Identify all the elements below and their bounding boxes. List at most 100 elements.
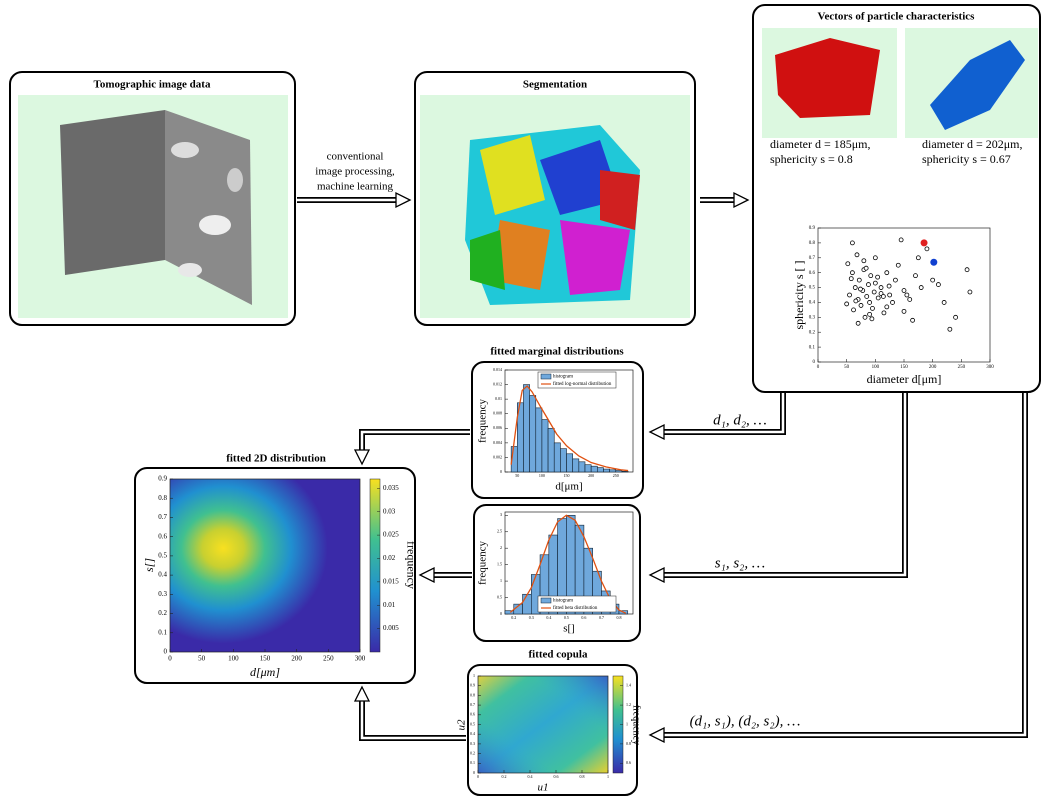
arrow-shaft	[362, 432, 470, 450]
scatter-point	[908, 297, 912, 301]
scatter-point	[857, 278, 861, 282]
scatter-point	[858, 287, 862, 291]
scatter-point	[905, 293, 909, 297]
y-tick-label: 0.002	[493, 454, 502, 459]
scatter-point	[845, 302, 849, 306]
x-tick-label: 0.5	[564, 615, 569, 620]
histogram-bar	[536, 408, 542, 472]
y-tick-label: 0	[500, 611, 502, 616]
y-tick-label: 0.1	[809, 345, 816, 350]
scatter-point	[850, 241, 854, 245]
scatter-point	[896, 263, 900, 267]
y-tick-label: 1	[473, 673, 475, 678]
arrow-head	[420, 568, 434, 582]
histogram-bar	[597, 468, 603, 472]
scatter-point	[893, 278, 897, 282]
colorbar-tick-label: 0.005	[383, 624, 399, 632]
diagram: Tomographic image dataSegmentationVector…	[0, 0, 1048, 803]
legend-label: histogram	[553, 599, 573, 604]
scatter-point	[873, 256, 877, 260]
y-tick-label: 0.9	[470, 683, 475, 688]
scatter-point	[869, 274, 873, 278]
histogram-bar	[560, 449, 566, 472]
legend-label: fitted log-normal distribution	[553, 382, 612, 387]
x-axis-label: d[μm]	[250, 665, 280, 679]
y-axis-label: frequency	[477, 541, 489, 585]
scatter-point	[870, 306, 874, 310]
arrow-shaft	[362, 701, 466, 738]
y-tick-label: 0.4	[470, 731, 475, 736]
y-axis-label: s[]	[142, 558, 156, 572]
y-tick-label: 0.7	[809, 256, 816, 261]
scatter-point	[873, 281, 877, 285]
panel-title: fitted marginal distributions	[490, 346, 624, 358]
histogram-bar	[603, 469, 609, 472]
histogram-bar	[573, 459, 579, 472]
x-tick-label: 0.8	[616, 615, 621, 620]
scatter-point	[852, 308, 856, 312]
x-axis-label: d[μm]	[555, 481, 582, 493]
histogram-bar	[622, 471, 628, 472]
scatter-point	[868, 312, 872, 316]
y-tick-label: 0.012	[493, 381, 502, 386]
arrow-head	[355, 450, 369, 464]
colorbar-tick-label: 0.025	[383, 531, 399, 539]
y-tick-label: 0.7	[158, 513, 167, 521]
x-tick-label: 150	[564, 473, 570, 478]
scatter-point	[856, 321, 860, 325]
y-tick-label: 1.5	[497, 562, 502, 567]
scatter-point	[853, 286, 857, 290]
arrow-head	[650, 425, 664, 439]
x-tick-label: 100	[539, 473, 545, 478]
y-tick-label: 0	[473, 770, 475, 775]
x-tick-label: 0	[168, 655, 172, 663]
x-tick-label: 0.6	[581, 615, 586, 620]
scatter-point	[865, 294, 869, 298]
particle-caption: sphericity s = 0.67	[922, 152, 1011, 166]
scatter-point	[872, 290, 876, 294]
x-tick-label: 0.4	[546, 615, 551, 620]
particle-caption: sphericity s = 0.8	[770, 152, 853, 166]
y-tick-label: 0.1	[158, 628, 167, 636]
scatter-point	[866, 283, 870, 287]
y-tick-label: 0.8	[809, 241, 816, 246]
x-tick-label: 50	[198, 655, 206, 663]
legend-label: fitted beta distribution	[553, 606, 598, 611]
y-tick-label: 0.01	[495, 396, 502, 401]
histogram-bar	[579, 462, 585, 472]
histogram-bar	[523, 594, 532, 614]
scatter-point	[876, 275, 880, 279]
density-map	[170, 479, 360, 652]
x-tick-label: 200	[291, 655, 302, 663]
x-axis-label: s[]	[563, 623, 575, 635]
scatter-point	[863, 315, 867, 319]
scatter-point	[925, 247, 929, 251]
legend-label: histogram	[553, 375, 573, 380]
scatter-point	[885, 305, 889, 309]
y-tick-label: 0.008	[493, 411, 502, 416]
colorbar-tick-label: 0.02	[383, 554, 396, 562]
scatter-point	[850, 271, 854, 275]
legend-swatch	[541, 598, 551, 603]
y-tick-label: 0.3	[158, 590, 167, 598]
colorbar-tick-label: 0.6	[626, 760, 631, 765]
x-tick-label: 200	[929, 365, 937, 370]
panel-title: Vectors of particle characteristics	[818, 11, 976, 23]
scatter-point	[864, 266, 868, 270]
x-tick-label: 200	[588, 473, 594, 478]
x-tick-label: 0.2	[502, 774, 507, 779]
scatter-point	[931, 278, 935, 282]
arrow-label: conventional	[327, 151, 384, 163]
histogram-bar	[554, 443, 560, 472]
x-tick-label: 300	[355, 655, 366, 663]
colorbar-tick-label: 0.01	[383, 601, 396, 609]
y-tick-label: 0.9	[158, 475, 167, 483]
arrow-head	[355, 687, 369, 701]
scatter-point	[888, 293, 892, 297]
arrow-shaft	[362, 701, 466, 738]
y-tick-label: 0.1	[470, 760, 475, 765]
y-tick-label: 0.5	[809, 286, 816, 291]
scatter-point	[936, 283, 940, 287]
scatter-point	[885, 271, 889, 275]
y-tick-label: 0	[164, 648, 168, 656]
